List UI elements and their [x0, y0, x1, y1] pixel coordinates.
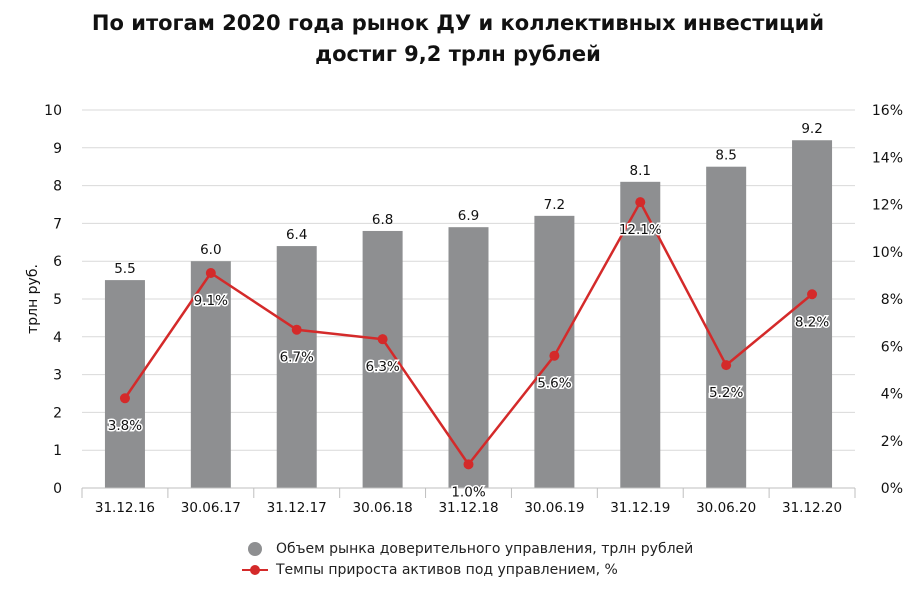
growth-value-label: 5.6% [537, 376, 571, 392]
growth-value-label: 8.2% [795, 314, 829, 330]
x-tick-label: 30.06.20 [696, 500, 756, 516]
bar [706, 166, 747, 488]
chart-title-line-2: достиг 9,2 трлн рублей [315, 42, 601, 66]
bar [104, 280, 145, 488]
y-tick-label: 9 [53, 141, 62, 157]
growth-point [377, 334, 388, 345]
legend-label-volume: Объем рынка доверительного управления, т… [276, 540, 694, 557]
bar-value-label: 6.9 [458, 208, 479, 224]
y-tick-label: 7 [53, 216, 62, 232]
bar [792, 140, 833, 489]
legend-item-growth: Темпы прироста активов под управлением, … [242, 559, 693, 580]
growth-point [291, 324, 302, 335]
y-tick-label: 2 [53, 405, 62, 421]
growth-point [205, 268, 216, 279]
bar [448, 227, 489, 488]
bar-value-label: 7.2 [544, 197, 565, 213]
growth-value-label: 5.2% [709, 385, 743, 401]
gray-dot-icon [242, 541, 270, 556]
y-tick-label: 8 [53, 179, 62, 195]
y-tick-label: 0 [53, 481, 62, 497]
legend-label-growth: Темпы прироста активов под управлением, … [276, 561, 618, 578]
growth-value-label: 3.8% [108, 418, 142, 434]
growth-point [549, 350, 560, 361]
y-tick-label: 6 [53, 254, 62, 270]
chart-legend: Объем рынка доверительного управления, т… [242, 538, 693, 580]
growth-point [635, 197, 646, 208]
y-tick-label: 3 [53, 368, 62, 384]
y-tick-label: 4 [53, 330, 62, 346]
growth-point [463, 459, 474, 470]
x-tick-label: 30.06.19 [524, 500, 584, 516]
x-tick-label: 30.06.18 [353, 500, 413, 516]
growth-point [807, 289, 818, 300]
y-tick-label: 10 [44, 103, 62, 119]
y2-tick-label: 6% [881, 339, 903, 355]
bar-value-label: 6.8 [372, 212, 393, 228]
x-tick-label: 31.12.16 [95, 500, 155, 516]
growth-value-label: 12.1% [619, 222, 662, 238]
legend-item-volume: Объем рынка доверительного управления, т… [242, 538, 693, 559]
y2-tick-label: 16% [872, 103, 903, 119]
x-tick-label: 31.12.18 [438, 500, 498, 516]
bar-value-label: 8.1 [630, 163, 651, 179]
y2-tick-label: 8% [881, 292, 903, 308]
growth-point [119, 393, 130, 404]
chart-title: По итогам 2020 года рынок ДУ и коллектив… [0, 8, 916, 70]
y2-tick-label: 0% [881, 481, 903, 497]
bar [620, 181, 661, 488]
y2-tick-label: 12% [872, 198, 903, 214]
growth-value-label: 9.1% [194, 293, 228, 309]
bar-value-label: 8.5 [715, 148, 736, 164]
growth-value-label: 1.0% [451, 484, 485, 500]
bar-value-label: 9.2 [801, 121, 822, 137]
chart-title-line-1: По итогам 2020 года рынок ДУ и коллектив… [91, 11, 825, 35]
y-tick-label: 5 [53, 292, 62, 308]
bar-value-label: 6.4 [286, 227, 307, 243]
growth-value-label: 6.3% [365, 359, 399, 375]
bar-value-label: 6.0 [200, 242, 221, 258]
y-axis-label: трлн руб. [25, 264, 41, 334]
y-tick-label: 1 [53, 443, 62, 459]
y2-tick-label: 10% [872, 245, 903, 261]
y2-tick-label: 14% [872, 150, 903, 166]
x-tick-label: 31.12.17 [267, 500, 327, 516]
growth-point [721, 360, 732, 371]
growth-value-label: 6.7% [280, 350, 314, 366]
x-tick-label: 30.06.17 [181, 500, 241, 516]
bar [276, 246, 317, 488]
red-line-dot-icon [242, 563, 270, 577]
x-tick-label: 31.12.20 [782, 500, 842, 516]
y2-tick-label: 2% [881, 434, 903, 450]
bar-value-label: 5.5 [114, 261, 135, 277]
x-tick-label: 31.12.19 [610, 500, 670, 516]
bar [190, 261, 231, 488]
y2-tick-label: 4% [881, 387, 903, 403]
